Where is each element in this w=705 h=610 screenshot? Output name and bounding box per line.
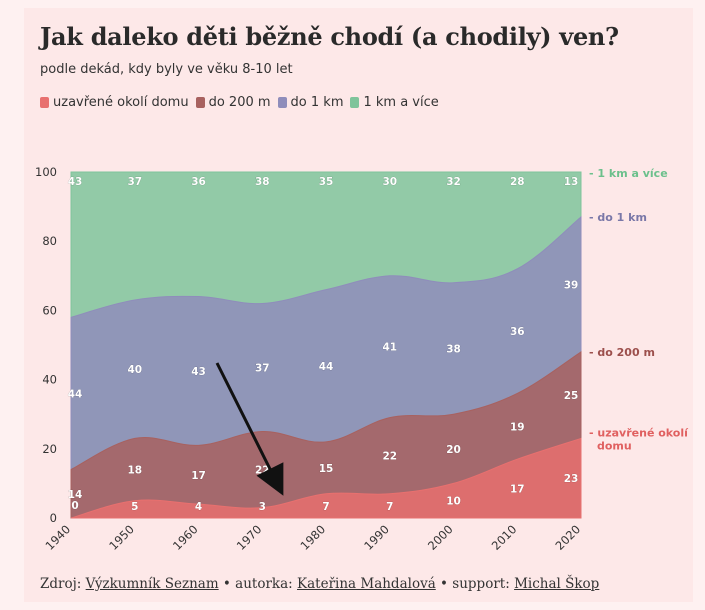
legend-item-1km-a-vice[interactable]: 1 km a více xyxy=(350,95,439,110)
data-label: 40 xyxy=(127,364,142,376)
x-tick-label: 2000 xyxy=(425,522,456,553)
data-label: 38 xyxy=(255,176,270,188)
legend-label: do 200 m xyxy=(208,95,271,110)
data-label: 39 xyxy=(564,279,579,291)
data-label: 14 xyxy=(68,489,83,501)
x-tick-label: 1960 xyxy=(170,522,201,553)
series-end-label-line: - uzavřené okolí xyxy=(589,426,689,439)
data-label: 13 xyxy=(564,176,579,188)
series-end-label: - do 1 km xyxy=(589,211,647,224)
data-label: 18 xyxy=(127,465,142,477)
footer-source-prefix: Zdroj: xyxy=(40,576,86,592)
data-label: 37 xyxy=(127,176,142,188)
source-link[interactable]: Výzkumník Seznam xyxy=(85,576,219,592)
x-tick-label: 1990 xyxy=(361,522,392,553)
y-tick-label: 60 xyxy=(42,303,57,317)
author-link[interactable]: Kateřina Mahdalová xyxy=(297,576,436,592)
footer-sep: • support: xyxy=(435,576,515,592)
series-end-label: - uzavřené okolí domu xyxy=(589,426,689,452)
data-label: 41 xyxy=(382,342,397,354)
legend-swatch xyxy=(350,97,360,108)
data-label: 37 xyxy=(255,362,270,374)
y-tick-label: 20 xyxy=(42,442,57,456)
data-label: 3 xyxy=(259,501,266,513)
data-label: 38 xyxy=(446,343,461,355)
legend-label: uzavřené okolí domu xyxy=(53,95,189,110)
x-tick-label: 1950 xyxy=(106,522,137,553)
legend-item-uzavrene[interactable]: uzavřené okolí domu xyxy=(40,95,189,110)
data-label: 36 xyxy=(191,176,206,188)
data-label: 20 xyxy=(446,444,461,456)
data-label: 43 xyxy=(191,366,206,378)
data-label: 44 xyxy=(319,361,334,373)
data-label: 30 xyxy=(382,176,397,188)
support-link[interactable]: Michal Škop xyxy=(514,576,600,592)
data-label: 4 xyxy=(195,501,202,513)
series-end-label: - 1 km a více xyxy=(589,167,668,180)
x-tick-label: 2020 xyxy=(553,522,584,553)
x-tick-label: 1980 xyxy=(298,522,329,553)
x-tick-label: 2010 xyxy=(489,522,520,553)
area-do-200m xyxy=(70,350,582,519)
data-label: 15 xyxy=(319,463,334,475)
series-end-label: - do 200 m xyxy=(589,346,655,359)
legend-item-do-1km[interactable]: do 1 km xyxy=(277,95,344,110)
footer-sep: • autorka: xyxy=(218,576,298,592)
series-end-label-line: domu xyxy=(597,439,632,452)
legend-label: 1 km a více xyxy=(363,95,439,110)
chart-subtitle: podle dekád, kdy byly ve věku 8-10 let xyxy=(40,62,293,77)
data-label: 32 xyxy=(446,176,461,188)
data-label: 0 xyxy=(71,500,78,512)
data-label: 10 xyxy=(446,496,461,508)
data-label: 5 xyxy=(131,501,138,513)
data-label: 22 xyxy=(382,451,397,463)
footer: Zdroj: Výzkumník Seznam • autorka: Kateř… xyxy=(40,576,599,592)
y-tick-label: 0 xyxy=(50,511,57,525)
chart-card: Jak daleko děti běžně chodí (a chodily) … xyxy=(24,8,693,602)
data-label: 35 xyxy=(319,176,334,188)
area-uzavrene-okoli xyxy=(70,437,582,519)
y-tick-label: 80 xyxy=(42,234,57,248)
annotation-arrow xyxy=(215,362,284,496)
legend-swatch xyxy=(195,97,205,108)
legend-item-do-200m[interactable]: do 200 m xyxy=(195,95,271,110)
legend-label: do 1 km xyxy=(290,95,344,110)
legend-swatch xyxy=(277,97,287,108)
legend: uzavřené okolí domu do 200 m do 1 km 1 k… xyxy=(40,95,446,110)
data-label: 19 xyxy=(510,421,525,433)
x-tick-label: 1970 xyxy=(234,522,265,553)
legend-swatch xyxy=(40,97,49,108)
data-label: 17 xyxy=(510,484,525,496)
chart-title: Jak daleko děti běžně chodí (a chodily) … xyxy=(40,22,619,51)
data-label: 17 xyxy=(191,470,206,482)
data-label: 7 xyxy=(386,501,393,513)
data-label: 23 xyxy=(564,473,579,485)
x-tick-label: 1940 xyxy=(43,522,74,553)
data-label: 25 xyxy=(564,390,579,402)
data-label: 44 xyxy=(68,388,83,400)
y-tick-label: 40 xyxy=(42,373,57,387)
data-label: 36 xyxy=(510,326,525,338)
y-tick-label: 100 xyxy=(35,165,57,179)
data-label: 7 xyxy=(322,501,329,513)
data-label: 43 xyxy=(68,176,83,188)
data-label: 28 xyxy=(510,176,525,188)
